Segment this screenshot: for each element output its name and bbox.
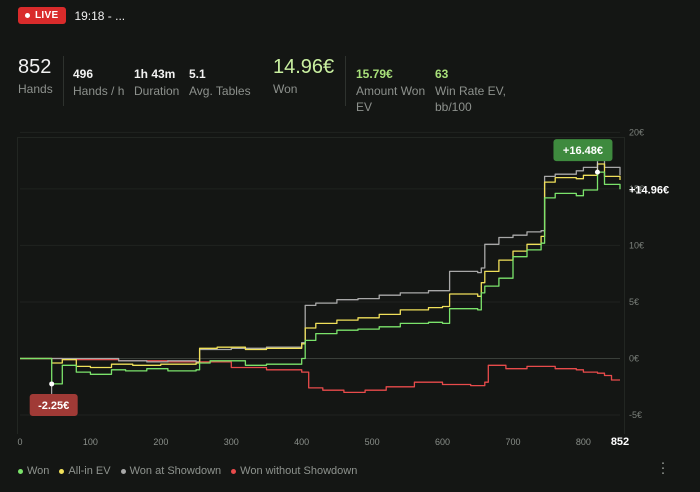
stat-hands: 852 Hands [18,56,53,97]
stat-hands-per-hour: 496 Hands / h [73,67,124,99]
max-label-badge [553,139,613,162]
more-vertical-icon[interactable]: · · · [660,454,666,481]
live-label: LIVE [35,10,59,21]
session-time: 19:18 - ... [74,8,126,23]
y-tick-label: 0€ [629,354,639,364]
series-line-won [20,171,621,385]
stat-amount-won-ev-label-2: EV [356,100,373,114]
chart-legend: Won All-in EV Won at Showdown Won withou… [18,465,357,477]
x-tick-label-last: 852 [611,436,629,448]
legend-item-won[interactable]: Won [18,465,49,477]
y-tick-label: 15€ [629,184,644,194]
legend-dot-icon [59,468,65,474]
x-tick-label: 800 [576,437,591,447]
stat-divider [345,56,346,106]
y-tick-label: -5€ [629,410,642,420]
stat-duration-label: Duration [134,84,180,98]
stat-hands-value: 852 [18,56,52,78]
legend-item-won-at-showdown[interactable]: Won at Showdown [120,465,222,477]
legend-label: All-in EV [68,465,111,477]
stat-avg-tables: 5.1 Avg. Tables [189,67,251,99]
stat-amount-won-ev: 15.79€ Amount Won EV [356,67,425,115]
x-tick-label: 700 [505,437,520,447]
legend-label: Won at Showdown [129,465,222,477]
stat-won-label: Won [273,82,298,96]
chart-frame [17,137,625,434]
legend-item-all-in-ev[interactable]: All-in EV [59,465,111,477]
min-marker-dot [49,381,55,387]
legend-label: Won without Showdown [240,465,358,477]
stat-win-rate-ev-value: 63 [435,67,449,81]
y-tick-label: 10€ [629,240,644,250]
stat-divider [63,56,64,106]
stat-avg-tables-label: Avg. Tables [189,84,251,98]
session-header: LIVE 19:18 - ... [18,7,125,24]
stat-won: 14.96€ Won [273,56,334,97]
y-tick-label: 20€ [629,127,644,137]
stat-win-rate-ev-label-2: bb/100 [435,100,472,114]
x-tick-label: 500 [365,437,380,447]
stat-win-rate-ev: 63 Win Rate EV, bb/100 [435,67,506,115]
series-line-won-without-showdown [20,357,620,394]
stat-hands-per-hour-label: Hands / h [73,84,125,98]
legend-dot-icon [18,468,23,474]
stat-hands-per-hour-value: 496 [73,67,94,81]
stat-hands-label: Hands [18,82,53,96]
stat-amount-won-ev-label-1: Amount Won [356,84,426,98]
series-line-all-in-ev [20,163,621,369]
legend-label: Won [27,465,50,477]
stat-amount-won-ev-value: 15.79€ [356,67,393,81]
max-label-text: +16.48€ [563,145,603,157]
end-value-label: +14.96€ [629,184,669,196]
x-tick-label: 400 [294,437,309,447]
x-tick-label: 0 [17,437,22,447]
min-label-text: -2.25€ [38,400,69,412]
y-tick-label: 5€ [629,297,639,307]
legend-dot-icon [120,468,126,474]
legend-dot-icon [231,468,237,474]
min-label-badge [29,393,78,416]
x-tick-label: 100 [83,437,98,447]
stats-bar: 852 Hands 496 Hands / h 1h 43m Duration … [0,56,700,126]
stat-win-rate-ev-label-1: Win Rate EV, [435,84,506,98]
max-marker-dot [594,169,600,175]
legend-item-won-without-showdown[interactable]: Won without Showdown [231,465,357,477]
x-tick-label: 200 [153,437,168,447]
stat-avg-tables-value: 5.1 [189,67,206,81]
profit-chart[interactable]: 20€ 15€ 10€ 5€ 0€ -5€ 0 100 200 300 400 500 600 700 80… [0,0,700,460]
x-tick-label: 300 [224,437,239,447]
x-tick-label: 600 [435,437,450,447]
live-badge: LIVE [18,7,67,24]
live-dot-icon [25,13,30,18]
stat-duration-value: 1h 43m [134,67,176,81]
stat-duration: 1h 43m Duration [134,67,179,99]
stat-won-value: 14.96€ [273,56,335,78]
series-line-won-at-showdown [20,158,621,363]
